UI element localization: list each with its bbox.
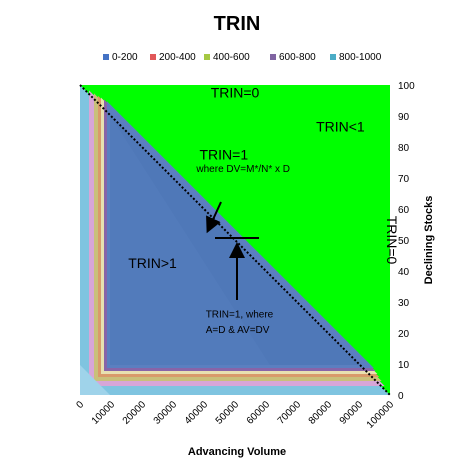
annotation-5: TRIN=1, where (206, 310, 274, 321)
annotation-0: TRIN=0 (211, 84, 260, 100)
x-tick-label: 40000 (183, 399, 211, 427)
legend-swatch (150, 54, 156, 60)
x-tick-label: 10000 (90, 399, 118, 427)
x-axis-ticks: 0 10000 20000 30000 40000 50000 60000 70000 8000… (74, 399, 396, 431)
upper-arrow (206, 201, 222, 234)
y-tick-label: 90 (398, 112, 410, 123)
annotations: TRIN=0 TRIN<1 TRIN=1 where DV=M*/N* x D TRIN… (128, 84, 400, 336)
trin-shade (110, 115, 270, 365)
legend-label: 800-1000 (339, 52, 382, 63)
y-tick-label: 0 (398, 391, 404, 402)
y-tick-label: 50 (398, 236, 410, 247)
y-tick-label: 80 (398, 143, 410, 154)
x-tick-label: 100000 (365, 399, 397, 431)
annotation-4: TRIN>1 (128, 255, 177, 271)
y-tick-label: 30 (398, 298, 410, 309)
y-axis-ticks: 0 10 20 30 40 50 60 70 80 90 100 (398, 81, 415, 402)
legend-swatch (330, 54, 336, 60)
x-tick-label: 70000 (276, 399, 304, 427)
annotation-3: where DV=M*/N* x D (195, 164, 290, 175)
legend-label: 400-600 (213, 52, 250, 63)
y-tick-label: 70 (398, 174, 410, 185)
trin-greater-than-one-region (110, 115, 360, 365)
y-axis-label: Declining Stocks (423, 196, 435, 285)
y-tick-label: 20 (398, 329, 410, 340)
x-tick-label: 90000 (338, 399, 366, 427)
trin-equals-one-line (79, 84, 391, 396)
legend-label: 0-200 (112, 52, 138, 63)
x-tick-label: 0 (74, 399, 86, 411)
x-tick-label: 60000 (245, 399, 273, 427)
legend: 0-200 200-400 400-600 600-800 800-1000 (103, 52, 382, 63)
y-tick-label: 40 (398, 267, 410, 278)
x-tick-label: 30000 (152, 399, 180, 427)
annotation-7: TRIN=0 (384, 216, 400, 265)
legend-swatch (103, 54, 109, 60)
legend-label: 200-400 (159, 52, 196, 63)
annotation-6: A=D & AV=DV (206, 325, 270, 336)
annotation-2: TRIN=1 (200, 146, 249, 162)
annotation-1: TRIN<1 (316, 119, 365, 135)
y-tick-label: 100 (398, 81, 415, 92)
x-axis-label: Advancing Volume (188, 446, 286, 458)
corner-wedge (80, 365, 110, 395)
legend-label: 600-800 (279, 52, 316, 63)
x-tick-label: 80000 (307, 399, 335, 427)
plot-area (79, 84, 391, 396)
legend-swatch (204, 54, 210, 60)
chart-title: TRIN (214, 13, 261, 35)
x-tick-label: 20000 (121, 399, 149, 427)
y-tick-label: 60 (398, 205, 410, 216)
y-tick-label: 10 (398, 360, 410, 371)
legend-swatch (270, 54, 276, 60)
x-tick-label: 50000 (214, 399, 242, 427)
